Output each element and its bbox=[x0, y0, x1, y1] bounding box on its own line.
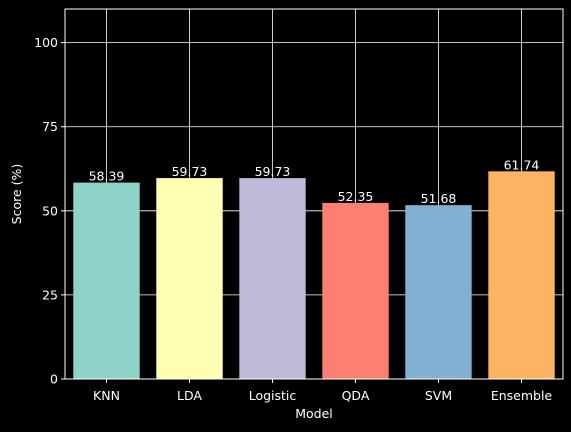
axes-spines bbox=[64, 8, 564, 380]
plot-area bbox=[65, 9, 563, 379]
bar-qda bbox=[322, 202, 389, 379]
x-tick-label: SVM bbox=[425, 388, 452, 403]
x-axis-label: Model bbox=[295, 406, 333, 421]
bars bbox=[73, 171, 555, 379]
y-tick-label: 100 bbox=[34, 35, 58, 50]
bar-ensemble bbox=[488, 171, 555, 379]
x-tick-label: LDA bbox=[177, 388, 202, 403]
y-axis-label: Score (%) bbox=[9, 164, 24, 225]
y-tick-label: 75 bbox=[42, 119, 58, 134]
x-tick-label: Logistic bbox=[249, 388, 297, 403]
y-tick-label: 0 bbox=[50, 372, 58, 387]
x-tick-label: QDA bbox=[342, 388, 370, 403]
data-label: 51.68 bbox=[421, 191, 457, 206]
bar-svm bbox=[405, 205, 472, 379]
data-label: 52.35 bbox=[338, 189, 374, 204]
axes-frame bbox=[64, 8, 564, 380]
y-tick-label: 50 bbox=[42, 203, 58, 218]
data-label: 59.73 bbox=[172, 164, 208, 179]
tick-marks: 0 25 50 75 100 KNN LDA Logistic QDA SVM Ensemble bbox=[34, 35, 552, 403]
x-tick-label: Ensemble bbox=[491, 388, 553, 403]
data-label: 59.73 bbox=[255, 164, 291, 179]
data-label: 58.39 bbox=[89, 169, 125, 184]
bar-logistic bbox=[239, 178, 306, 379]
data-label: 61.74 bbox=[504, 157, 540, 172]
bar-knn bbox=[73, 182, 140, 379]
x-tick-label: KNN bbox=[93, 388, 120, 403]
y-tick-label: 25 bbox=[42, 287, 58, 302]
data-labels: 58.39 59.73 59.73 52.35 51.68 61.74 bbox=[89, 157, 540, 206]
bar-lda bbox=[156, 178, 223, 379]
